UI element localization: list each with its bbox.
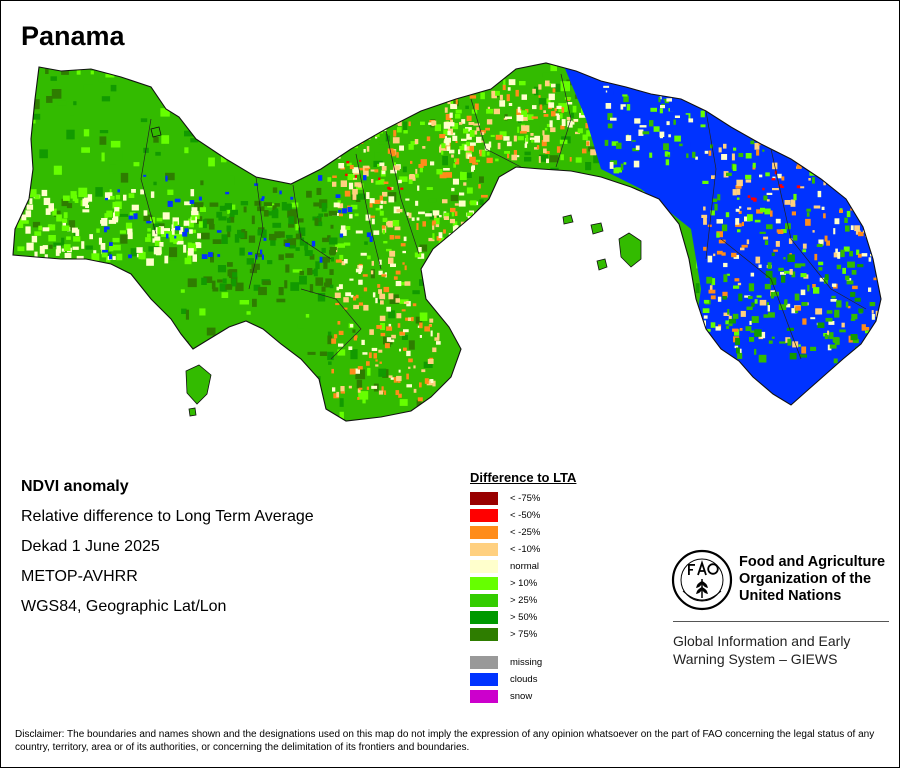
islands xyxy=(150,126,642,417)
legend-label: snow xyxy=(510,691,533,702)
ndvi-anomaly-map xyxy=(1,59,899,449)
legend-swatch xyxy=(470,673,498,686)
legend-title: Difference to LTA xyxy=(470,470,577,485)
giews-line1: Global Information and Early xyxy=(673,633,851,649)
map-info: NDVI anomaly Relative difference to Long… xyxy=(21,477,314,627)
giews-name: Global Information and Early Warning Sys… xyxy=(673,632,850,668)
legend-label: normal xyxy=(510,561,540,572)
admin-boundaries xyxy=(140,73,867,360)
legend-swatch xyxy=(470,594,498,607)
legend-swatch xyxy=(470,492,498,505)
legend-label: < -75% xyxy=(510,493,541,504)
sensor: METOP-AVHRR xyxy=(21,568,138,585)
legend-item: > 10% xyxy=(470,575,576,592)
legend-label: > 50% xyxy=(510,612,538,623)
product-description: Relative difference to Long Term Average xyxy=(21,508,314,525)
legend-item: < -50% xyxy=(470,507,576,524)
legend-label: < -25% xyxy=(510,527,541,538)
fao-name-line3: United Nations xyxy=(739,588,842,604)
legend-swatch xyxy=(470,509,498,522)
legend-swatch xyxy=(470,656,498,669)
legend-label: < -10% xyxy=(510,544,541,555)
legend-item: < -75% xyxy=(470,490,576,507)
giews-line2: Warning System – GIEWS xyxy=(673,651,838,667)
legend-item: > 25% xyxy=(470,592,576,609)
legend-item: normal xyxy=(470,558,576,575)
map-title: Panama xyxy=(21,21,125,51)
dekad-date: Dekad 1 June 2025 xyxy=(21,538,160,555)
legend-swatch xyxy=(470,611,498,624)
legend-items: < -75% < -50% < -25% < -10% normal > 10% > 25%… xyxy=(470,490,576,705)
legend: Difference to LTA < -75% < -50% < -25% < -1… xyxy=(470,470,576,705)
fao-name-line1: Food and Agriculture xyxy=(739,554,886,570)
legend-swatch xyxy=(470,543,498,556)
legend-swatch xyxy=(470,690,498,703)
legend-swatch xyxy=(470,526,498,539)
fao-organization-name: Food and Agriculture Organization of the… xyxy=(739,554,885,605)
legend-label: clouds xyxy=(510,674,538,685)
projection: WGS84, Geographic Lat/Lon xyxy=(21,598,227,615)
legend-label: > 25% xyxy=(510,595,538,606)
disclaimer: Disclaimer: The boundaries and names sho… xyxy=(15,729,875,753)
legend-item: missing xyxy=(470,654,576,671)
legend-swatch xyxy=(470,577,498,590)
legend-label: < -50% xyxy=(510,510,541,521)
legend-swatch xyxy=(470,628,498,641)
anomaly-raster xyxy=(13,63,881,421)
fao-divider xyxy=(673,621,889,622)
legend-label: missing xyxy=(510,657,543,668)
legend-item: < -10% xyxy=(470,541,576,558)
product-name: NDVI anomaly xyxy=(21,478,129,495)
legend-item: snow xyxy=(470,688,576,705)
legend-item: > 75% xyxy=(470,626,576,643)
legend-swatch xyxy=(470,560,498,573)
legend-item: clouds xyxy=(470,671,576,688)
fao-name-line2: Organization of the xyxy=(739,571,872,587)
legend-item: > 50% xyxy=(470,609,576,626)
legend-label: > 75% xyxy=(510,629,538,640)
legend-label: > 10% xyxy=(510,578,538,589)
legend-item: < -25% xyxy=(470,524,576,541)
fao-logo-icon xyxy=(671,549,733,611)
